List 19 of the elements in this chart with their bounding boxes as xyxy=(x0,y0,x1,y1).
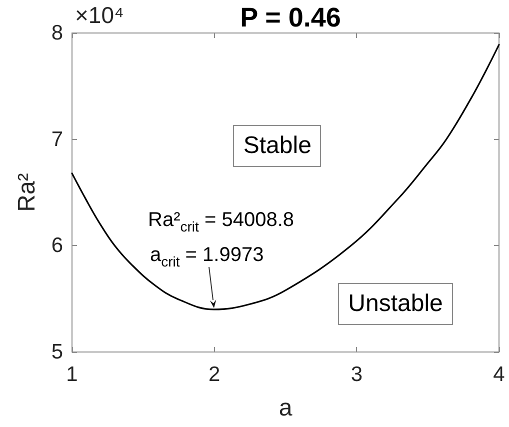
y-tick-label: 7 xyxy=(51,128,63,151)
y-tick-label: 5 xyxy=(51,340,63,364)
x-tick-label: 2 xyxy=(208,363,220,386)
chart-title: P = 0.46 xyxy=(240,2,341,32)
text-box: Stable xyxy=(233,125,322,167)
annotation: Unstable xyxy=(348,290,443,318)
annotation: Stable xyxy=(243,132,312,160)
text-box: Unstable xyxy=(338,283,453,325)
y-tick-label: 6 xyxy=(51,234,63,258)
annotation: a$_{crit}$ = 1.9973 xyxy=(150,243,264,270)
text: ×10⁴ xyxy=(75,2,124,28)
annotation: Ra²$_{crit}$ = 54008.8 xyxy=(148,209,294,235)
x-tick-label: 1 xyxy=(66,363,78,386)
x-axis-title: a xyxy=(278,394,293,422)
line-series xyxy=(71,44,500,310)
x-tick-label: 4 xyxy=(493,363,506,386)
y-axis-title: Ra² xyxy=(14,173,40,212)
y-tick-label: 8 xyxy=(51,22,63,44)
x-tick-label: 3 xyxy=(350,363,363,386)
